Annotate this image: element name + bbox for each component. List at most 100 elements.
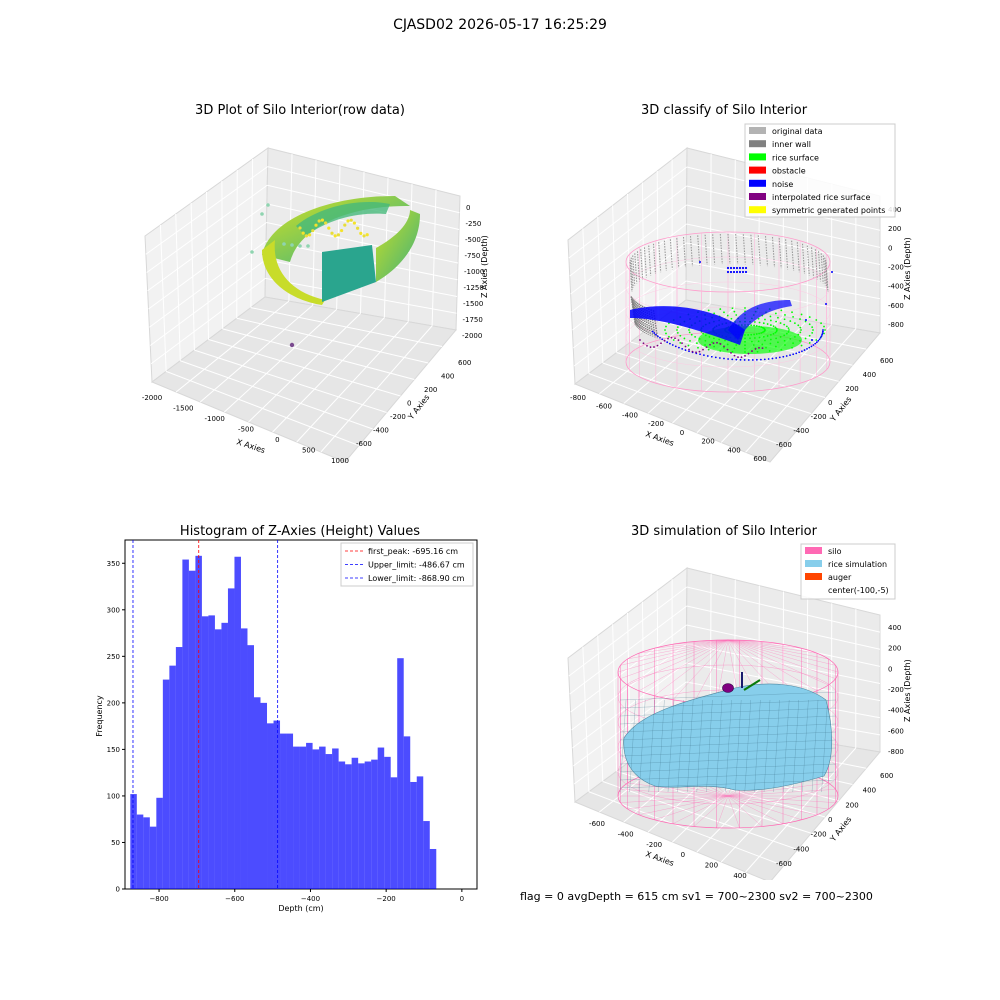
histogram-bar [351,757,359,889]
classify-inner-wall-points [750,234,754,265]
classify-inner-wall-points [811,247,815,278]
simulation-legend-label: center(-100,-5) [828,586,889,595]
classify-noise-point [819,336,822,339]
classify-rice-surface-point [823,332,825,335]
classify-noise-point [699,261,701,263]
classify-noise-point [702,354,705,357]
classify-inner-wall-points [652,243,657,274]
classify-interpolated-point [705,346,708,349]
classify-legend-swatch [749,206,766,214]
classify-inner-wall-points [658,242,662,273]
classify-noise-point [822,330,824,333]
classify-legend-swatch [749,140,766,148]
histogram-bar [306,742,313,889]
simulation-legend-label: rice simulation [828,560,887,569]
raw-z-tick: 0 [466,204,470,212]
classify-inner-wall-points [652,310,659,339]
histogram-bar [149,826,157,889]
histogram-bar [423,821,430,889]
classify-rice-surface-point [808,334,811,337]
classify-noise-point [744,266,748,270]
raw-z-tick: -1500 [463,300,483,308]
classify-rice-surface-point [800,329,802,331]
classify-z-tick: -400 [888,283,904,291]
classify-interpolated-point [716,341,718,344]
histogram-bar [201,616,209,889]
classify-noise-point [785,355,788,357]
classify-rice-surface-point [707,309,710,312]
histogram-bar [390,777,398,889]
raw-point [330,231,334,235]
classify-rice-surface-point [696,342,698,345]
classify-inner-wall-points [634,300,640,329]
histogram-bar [332,748,339,889]
classify-inner-wall-points [824,257,828,288]
raw-outlier-point [306,244,310,248]
histogram-bar [234,556,241,889]
classify-interpolated-point [681,342,683,345]
simulation-y-tick: -600 [776,860,792,868]
classify-noise-point [814,342,817,345]
classify-inner-wall-points [663,240,667,271]
classify-legend-box [744,123,896,218]
histogram-bar [240,628,248,889]
classify-y-tick: 0 [828,399,832,407]
histogram-bar [319,746,326,889]
classify-legend-label: original data [772,127,823,136]
classify-interpolated-point [747,352,750,355]
classify-inner-wall-points [645,307,652,336]
classify-rice-surface-point [769,324,772,326]
classify-z-tick: 0 [888,244,892,252]
classify-rice-surface-point [812,329,814,331]
classify-rice-surface-point [679,342,682,344]
classify-point-cloud [629,233,833,361]
simulation-x-tick: 0 [681,851,685,859]
classify-noise-point [812,344,815,346]
classify-noise-point [681,347,684,350]
simulation-legend-swatch [805,573,822,580]
classify-interpolated-point [751,350,753,352]
classify-rice-surface-point [707,348,710,351]
classify-noise-point [710,355,713,358]
histogram-y-tick-label: 50 [111,839,120,847]
classify-rice-surface-point [664,329,666,331]
classify-interpolated-point [695,351,697,354]
classify-inner-wall-points [636,251,641,282]
simulation-3d-plot: -600-400-2000200400-600-400-200020040060… [567,543,912,880]
classify-noise-point [795,352,798,355]
classify-noise-streak [630,306,745,345]
classify-noise-point [674,345,677,348]
simulation-y-tick: -400 [793,845,809,853]
histogram-y-tick-label: 300 [107,606,120,614]
classify-inner-wall-points [757,235,761,266]
classify-rice-surface-point [764,318,766,321]
raw-3d-plot: -2000-1500-1000-50005001000-600-400-2000… [142,147,489,465]
classify-inner-wall-points [785,239,789,270]
classify-y-tick: 200 [845,385,858,393]
classify-inner-wall-points [682,237,687,268]
classify-noise-point [706,355,709,357]
raw-point [343,223,347,227]
raw-point [314,223,318,227]
classify-rice-surface-point [769,315,772,318]
classify-noise-point [801,350,803,353]
raw-outlier-point [266,203,270,207]
classify-rice-surface-point [758,321,761,324]
raw-x-tick: 0 [275,436,279,444]
classify-inner-wall-points [742,234,746,265]
simulation-plot-title: 3D simulation of Silo Interior [631,524,817,539]
classify-noise-point [656,335,659,338]
raw-z-tick: -1750 [463,316,483,324]
histogram-bar [299,746,307,889]
classify-noise-point [778,356,781,359]
classify-interpolated-point [670,336,673,339]
classify-rice-surface-point [808,342,811,344]
simulation-z-tick: -400 [888,707,904,715]
classify-rice-surface-point [777,316,779,319]
classify-noise-point [735,266,739,270]
classify-rice-surface-point [753,321,756,323]
raw-point [362,234,366,238]
histogram-y-tick-label: 200 [107,699,120,707]
classify-inner-wall-points [820,253,824,284]
classify-rice-surface-point [785,325,788,328]
